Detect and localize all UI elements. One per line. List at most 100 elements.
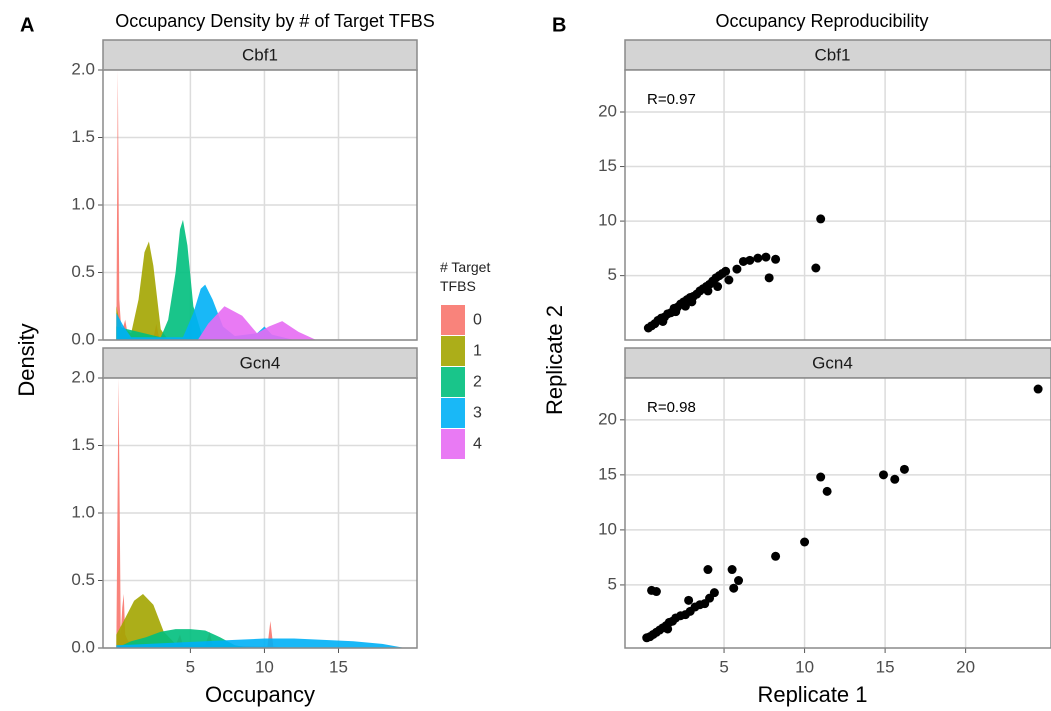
point [734, 576, 744, 586]
panel-border [102, 69, 418, 341]
facet-strip [102, 347, 418, 379]
density-area [116, 284, 295, 340]
x-tick-label: 15 [876, 657, 895, 676]
point [878, 470, 888, 480]
point [721, 266, 731, 276]
y-tick-label: 10 [598, 519, 617, 538]
point [658, 316, 668, 326]
plot-area [116, 70, 398, 340]
x-tick-label: 5 [719, 657, 728, 676]
annotation: R=0.98 [647, 399, 696, 416]
y-tick-label: 10 [598, 211, 617, 230]
point [703, 565, 713, 575]
legend-label: 3 [473, 405, 482, 422]
panel-border [624, 69, 1051, 341]
facet-strip [624, 347, 1051, 379]
point [1033, 384, 1043, 394]
point [703, 286, 713, 296]
x-tick-label: 5 [186, 657, 195, 676]
x-tick-label: 10 [795, 657, 814, 676]
point [713, 282, 723, 292]
point [764, 273, 774, 283]
point [899, 464, 909, 474]
point [816, 472, 826, 482]
legend-title: # Target TFBS [440, 259, 491, 294]
y-tick-label: 0.0 [71, 637, 95, 656]
chart-title: Occupancy Density by # of Target TFBS [115, 11, 434, 31]
y-axis-title: Density [14, 323, 39, 396]
point [727, 565, 737, 575]
facet-strip [624, 39, 1051, 71]
panel-border [102, 377, 418, 649]
x-tick-label: 20 [956, 657, 975, 676]
point [680, 301, 690, 311]
y-tick-label: 1.0 [71, 194, 95, 213]
legend-label: 4 [473, 436, 482, 453]
legend-key [441, 305, 465, 335]
annotation: R=0.97 [647, 91, 696, 108]
facet-label: Cbf1 [242, 45, 278, 64]
y-tick-label: 1.0 [71, 502, 95, 521]
legend-label: 2 [473, 374, 482, 391]
point [709, 588, 719, 598]
y-tick-label: 20 [598, 101, 617, 120]
point [663, 624, 673, 634]
y-tick-label: 2.0 [71, 59, 95, 78]
x-tick-label: 10 [255, 657, 274, 676]
y-tick-label: 1.5 [71, 127, 95, 146]
legend-key [441, 367, 465, 397]
legend-label: 1 [473, 343, 482, 360]
point [724, 275, 734, 285]
x-axis-title: Occupancy [205, 682, 315, 707]
panel-label: B [552, 14, 566, 36]
point [745, 255, 755, 265]
point [761, 252, 771, 262]
density-area [116, 241, 169, 340]
legend-key [441, 336, 465, 366]
density-area [197, 306, 317, 340]
facet-label: Cbf1 [815, 45, 851, 64]
y-tick-label: 20 [598, 409, 617, 428]
facet-strip [102, 39, 418, 71]
facet-label: Gcn4 [240, 353, 281, 372]
y-tick-label: 0.0 [71, 329, 95, 348]
point [687, 297, 697, 307]
y-tick-label: 1.5 [71, 435, 95, 454]
panel-label: A [20, 14, 34, 36]
y-tick-label: 2.0 [71, 367, 95, 386]
point [771, 254, 781, 264]
legend-key [441, 429, 465, 459]
y-tick-label: 5 [608, 574, 617, 593]
point [753, 253, 763, 263]
legend-label: 0 [473, 312, 482, 329]
plot-area [643, 214, 826, 333]
point [732, 264, 742, 274]
panel-border [624, 377, 1051, 649]
density-area [116, 638, 406, 648]
plot-area [642, 384, 1043, 643]
chart-title: Occupancy Reproducibility [715, 11, 928, 31]
plot-area [116, 378, 406, 648]
point [890, 474, 900, 484]
y-tick-label: 15 [598, 156, 617, 175]
point [811, 263, 821, 273]
y-tick-label: 0.5 [71, 262, 95, 281]
y-tick-label: 0.5 [71, 570, 95, 589]
point [671, 307, 681, 317]
facet-label: Gcn4 [812, 353, 853, 372]
point [800, 537, 810, 547]
point [684, 595, 694, 605]
density-area [116, 219, 213, 340]
x-tick-label: 15 [329, 657, 348, 676]
y-axis-title: Replicate 2 [542, 305, 567, 415]
y-tick-label: 15 [598, 464, 617, 483]
density-area [116, 594, 191, 648]
point [771, 551, 781, 561]
legend-key [441, 398, 465, 428]
y-tick-label: 5 [608, 265, 617, 284]
point [729, 583, 739, 593]
point [822, 486, 832, 496]
point [651, 587, 661, 597]
